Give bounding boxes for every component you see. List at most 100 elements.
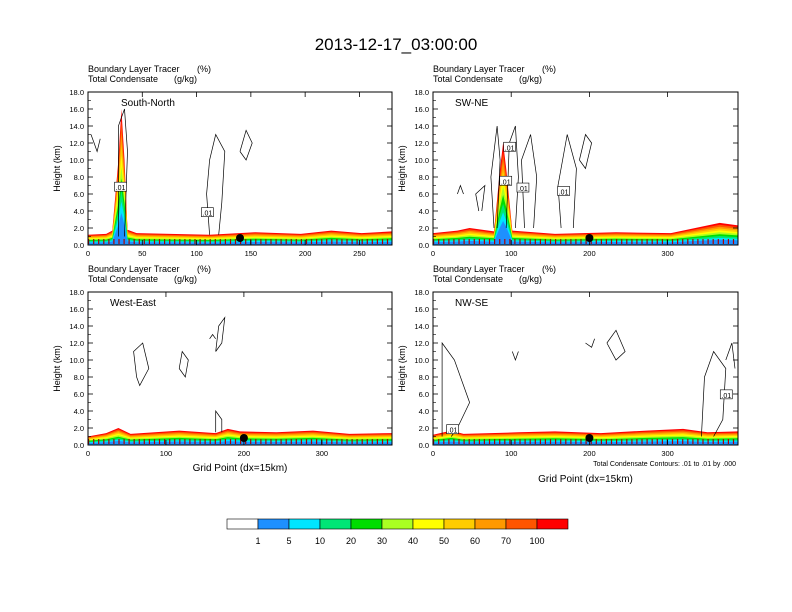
tracer-speckle [341, 439, 343, 444]
subtitle-condensate-unit: (g/kg) [174, 274, 197, 284]
tracer-speckle [722, 239, 724, 244]
tracer-speckle [504, 239, 506, 244]
tracer-speckle [616, 239, 618, 244]
tracer-speckle [361, 439, 363, 444]
condensate-contour [557, 134, 577, 229]
section-label: West-East [110, 298, 156, 309]
subtitle-condensate: Total Condensate [88, 274, 158, 284]
tracer-speckle [519, 239, 521, 244]
tracer-speckle [468, 239, 470, 244]
tracer-speckle [169, 239, 171, 244]
tracer-speckle [463, 439, 465, 444]
tracer-speckle [610, 239, 613, 244]
tracer-speckle [677, 239, 679, 244]
tracer-speckle [570, 239, 572, 244]
x-tick-label: 0 [86, 249, 90, 258]
tracer-speckle [240, 439, 242, 444]
tracer-speckle [463, 239, 465, 244]
y-tick-label: 2.0 [74, 424, 84, 433]
section-label: SW-NE [455, 98, 488, 109]
tracer-speckle [128, 439, 130, 444]
condensate-contour [701, 350, 727, 437]
tracer-speckle [534, 439, 536, 444]
y-tick-label: 18.0 [69, 88, 84, 97]
tracer-speckle [265, 439, 267, 444]
condensate-contour [521, 134, 538, 229]
tracer-speckle [514, 439, 516, 444]
contour-label: .01 [203, 211, 213, 218]
tracer-speckle [732, 239, 735, 244]
tracer-speckle [290, 239, 292, 244]
tracer-speckle [229, 439, 232, 444]
tracer-speckle [605, 439, 607, 444]
tracer-speckle [697, 239, 699, 244]
tracer-speckle [179, 439, 181, 444]
tracer-speckle [285, 239, 287, 244]
contour-label: .01 [116, 185, 126, 192]
tracer-speckle [310, 439, 313, 444]
y-tick-label: 6.0 [419, 190, 429, 199]
subtitle-condensate: Total Condensate [433, 74, 503, 84]
tracer-speckle [509, 439, 511, 444]
tracer-speckle [300, 439, 302, 444]
condensate-contour [206, 133, 226, 235]
tracer-speckle [448, 239, 450, 244]
subtitle-condensate-unit: (g/kg) [519, 74, 542, 84]
tracer-speckle [677, 439, 679, 444]
condensate-contour [579, 133, 592, 170]
panel-sw-ne: Boundary Layer Tracer (%) Total Condensate… [397, 64, 739, 258]
colorbar-swatch [474, 518, 507, 530]
tracer-speckle [280, 439, 282, 444]
y-tick-label: 4.0 [74, 207, 84, 216]
tracer-speckle [366, 439, 368, 444]
tracer-speckle [371, 439, 373, 444]
tracer-speckle [316, 239, 318, 244]
tracer-speckle [626, 439, 628, 444]
colorbar-swatch [505, 518, 538, 530]
tracer-speckle [621, 239, 623, 244]
x-tick-label: 100 [505, 449, 518, 458]
x-axis-title: Grid Point (dx=15km) [538, 474, 633, 485]
tracer-speckle [209, 439, 211, 444]
tracer-speckle [646, 239, 648, 244]
tracer-speckle [118, 439, 120, 444]
tracer-speckle [229, 239, 232, 244]
tracer-speckle [179, 239, 181, 244]
x-tick-label: 100 [505, 249, 518, 258]
tracer-speckle [524, 239, 526, 244]
tracer-speckle [478, 439, 480, 444]
tracer-speckle [717, 439, 719, 444]
x-tick-label: 300 [661, 449, 674, 458]
tracer-speckle [499, 239, 501, 244]
tracer-speckle [386, 239, 389, 244]
y-tick-label: 16.0 [414, 105, 429, 114]
tracer-speckle [707, 239, 709, 244]
tracer-speckle [194, 239, 196, 244]
y-tick-label: 2.0 [74, 224, 84, 233]
subtitle-tracer-unit: (%) [542, 264, 556, 274]
tracer-speckle [219, 439, 221, 444]
tracer-speckle [98, 239, 100, 244]
tracer-speckle [310, 239, 313, 244]
tracer-speckle [595, 439, 597, 444]
panel-south-north: Boundary Layer Tracer (%) Total Condensate… [52, 64, 393, 258]
tracer-speckle [732, 439, 735, 444]
tracer-speckle [204, 239, 206, 244]
y-tick-label: 14.0 [69, 122, 84, 131]
y-tick-label: 12.0 [69, 139, 84, 148]
tracer-speckle [621, 439, 623, 444]
tracer-speckle [300, 239, 302, 244]
tracer-speckle [148, 239, 150, 244]
tracer-speckle [386, 439, 389, 444]
tracer-speckle [641, 239, 643, 244]
tracer-speckle [189, 439, 191, 444]
tracer-speckle [255, 239, 257, 244]
tracer-speckle [219, 239, 221, 244]
tracer-speckle [164, 439, 166, 444]
tracer-speckle [453, 439, 455, 444]
tracer-speckle [544, 239, 546, 244]
x-tick-label: 200 [583, 449, 596, 458]
x-tick-label: 250 [353, 249, 366, 258]
tracer-speckle [123, 239, 125, 244]
location-marker [585, 234, 594, 242]
